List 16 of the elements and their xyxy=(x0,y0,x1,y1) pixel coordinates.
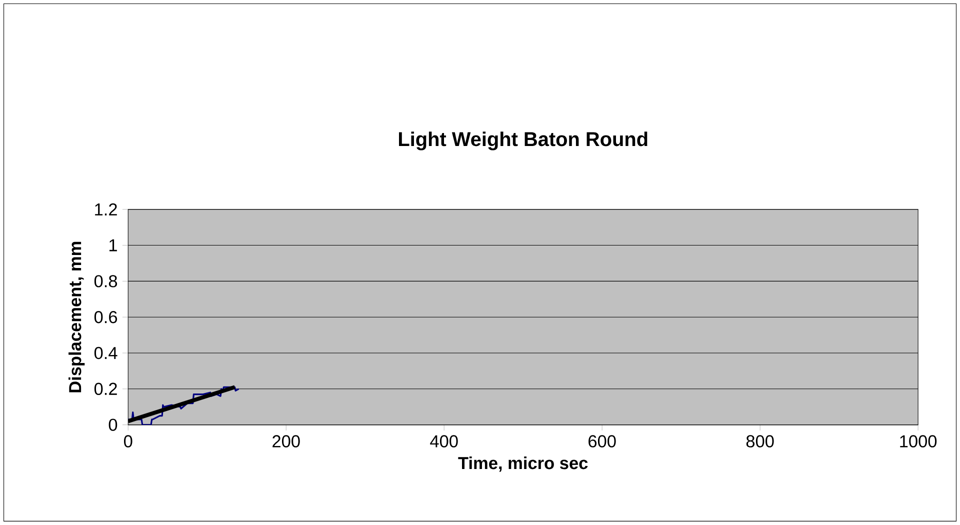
y-tick-label: 0.4 xyxy=(94,346,118,360)
chart-title: Light Weight Baton Round xyxy=(398,132,648,150)
x-tick-label: 0 xyxy=(124,435,132,448)
y-tick-label: 0.8 xyxy=(94,275,118,288)
x-axis-title: Time, micro sec xyxy=(458,456,588,472)
x-tick-label: 400 xyxy=(430,435,458,448)
x-tick-label: 1000 xyxy=(900,435,937,448)
y-tick-label: 0 xyxy=(108,418,118,431)
y-tick-label: 1.2 xyxy=(95,203,117,216)
y-tick-label: 0.6 xyxy=(94,310,118,324)
x-tick-label: 200 xyxy=(272,435,300,448)
x-tick-label: 800 xyxy=(746,435,774,448)
y-axis-title: Displacement, mm xyxy=(68,242,85,392)
y-tick-label: 1 xyxy=(109,239,117,252)
y-tick-label: 0.2 xyxy=(94,382,117,396)
x-tick-label: 600 xyxy=(588,435,616,448)
